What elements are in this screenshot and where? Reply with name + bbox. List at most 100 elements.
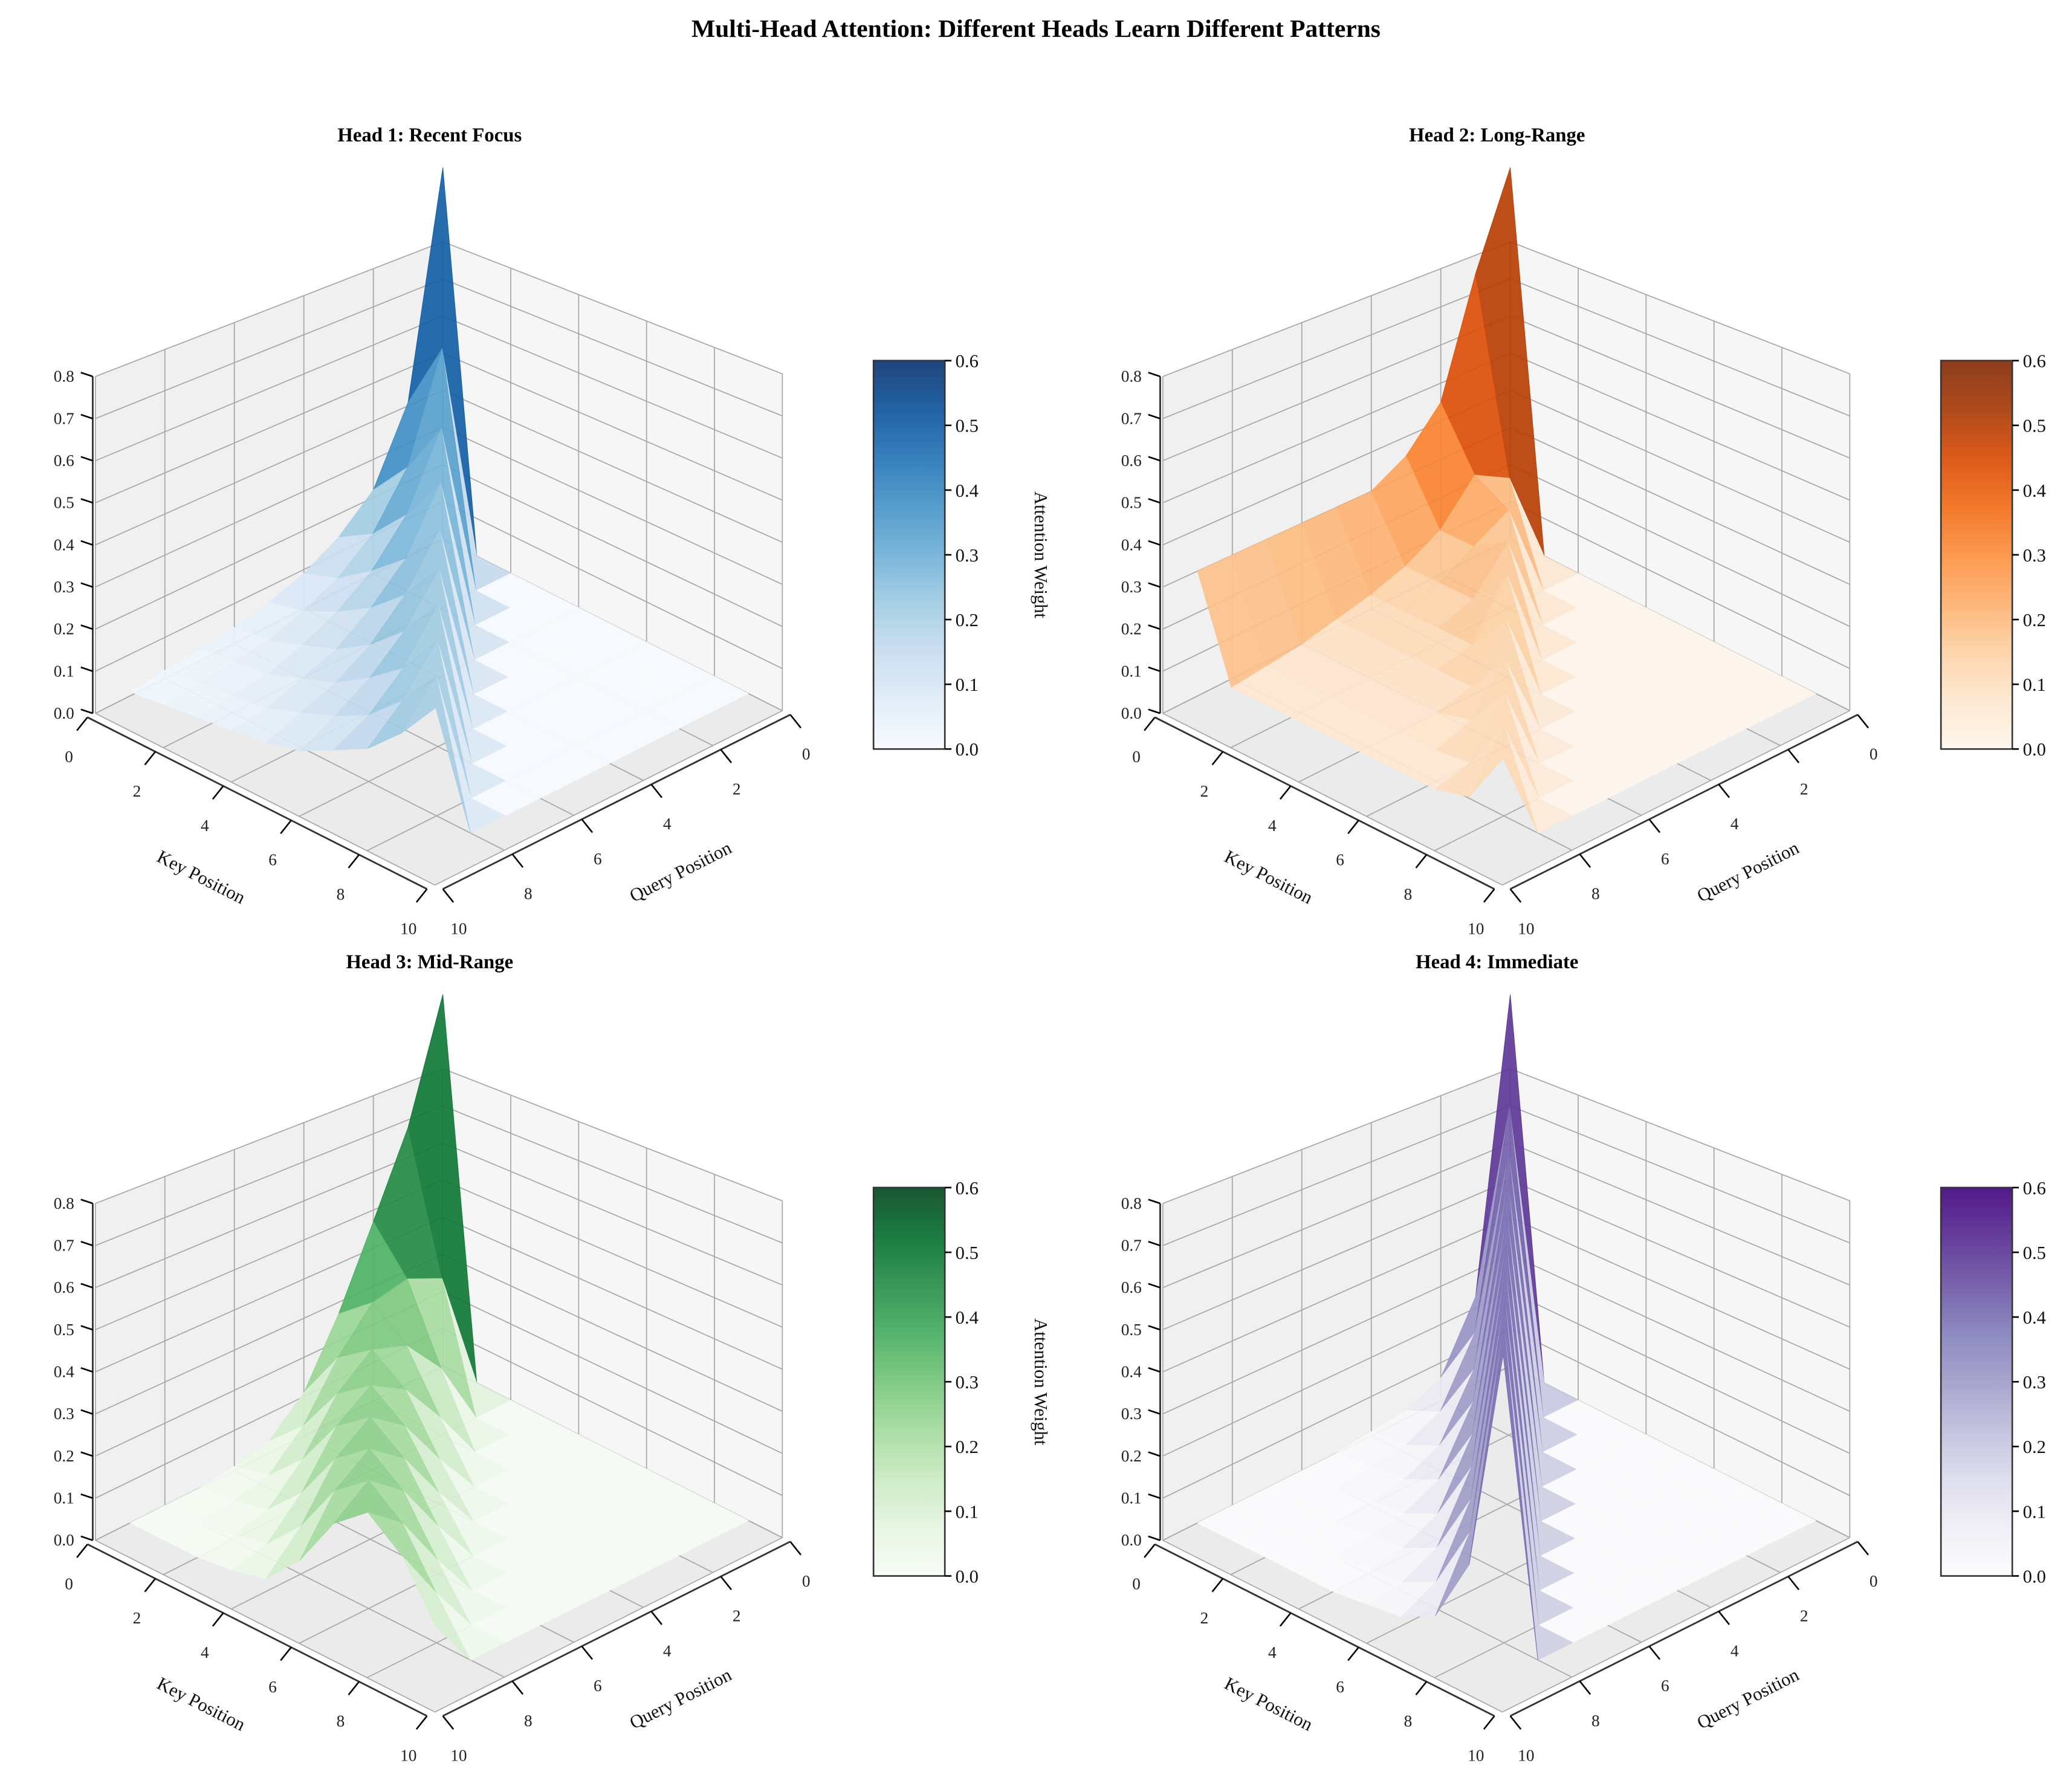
gridline <box>1510 1179 1850 1328</box>
key-tick-label: 2 <box>1200 782 1209 800</box>
key-tick-label: 8 <box>337 1712 345 1730</box>
key-tick-label: 8 <box>337 885 345 903</box>
key-tick-label: 6 <box>1336 1678 1344 1696</box>
query-tick-label: 10 <box>1518 919 1534 937</box>
query-tick-label: 8 <box>524 1712 533 1730</box>
query-tick <box>720 749 733 763</box>
key-tick-label: 8 <box>1404 1712 1413 1730</box>
key-tick <box>1483 888 1495 903</box>
key-axis-line <box>1154 716 1495 890</box>
key-axis-line <box>87 716 428 890</box>
query-tick <box>650 1611 663 1625</box>
colorbar-tick-label: 0.1 <box>2023 675 2046 695</box>
z-tick <box>1148 540 1161 546</box>
query-tick-label: 6 <box>594 850 602 868</box>
key-tick-label: 4 <box>201 1643 209 1661</box>
surface-patch <box>401 1555 471 1660</box>
gridline <box>442 501 783 669</box>
z-tick-label: 0.4 <box>1121 1363 1142 1381</box>
surface <box>1197 167 1817 833</box>
z-tick <box>1148 372 1161 378</box>
key-tick-label: 0 <box>1132 1574 1141 1593</box>
query-axis-line <box>1510 1541 1859 1717</box>
query-tick <box>511 853 524 868</box>
gridline <box>442 390 783 543</box>
query-tick-label: 0 <box>802 745 811 763</box>
z-tick <box>80 1240 93 1247</box>
key-tick-label: 10 <box>400 919 416 937</box>
colorbar-tick-label: 0.3 <box>2023 545 2046 566</box>
z-tick <box>80 456 93 462</box>
gridline <box>1162 241 1510 377</box>
pane-back-right <box>1510 241 1850 711</box>
query-tick <box>1648 1645 1661 1660</box>
z-tick <box>1148 1325 1161 1331</box>
gridline <box>1510 278 1850 417</box>
query-tick-label: 4 <box>1730 1642 1739 1660</box>
key-tick-label: 10 <box>1468 919 1484 937</box>
key-tick <box>1144 1544 1156 1558</box>
z-tick-label: 0.0 <box>1121 1531 1142 1549</box>
z-tick-label: 0.2 <box>54 1447 74 1465</box>
z-tick <box>80 666 93 672</box>
z-tick-label: 0.8 <box>1121 1194 1142 1212</box>
query-axis-line <box>442 714 791 890</box>
pane-back-right <box>442 241 783 711</box>
gridline <box>442 315 783 459</box>
key-tick <box>280 820 292 834</box>
gridline <box>1510 1142 1850 1286</box>
gridline <box>1162 1217 1511 1373</box>
panel-head-2: Head 2: Long-Range 0 2 4 6 8 10 0 2 4 6 8 10 0.0 0.1 0.… <box>1121 125 2046 937</box>
z-tick-label: 0.0 <box>1121 704 1142 722</box>
z-tick-label: 0.7 <box>54 1237 74 1255</box>
query-tick-label: 6 <box>594 1677 602 1695</box>
gridline <box>95 278 443 419</box>
z-tick-label: 0.4 <box>1121 535 1142 554</box>
subplot-title: Head 1: Recent Focus <box>337 125 522 146</box>
z-tick <box>80 1283 93 1289</box>
gridline <box>442 241 783 375</box>
key-tick <box>76 1544 88 1558</box>
z-tick-label: 0.1 <box>1121 1489 1142 1507</box>
surface <box>129 994 749 1661</box>
gridline <box>95 1142 443 1289</box>
gridline <box>95 352 443 503</box>
gridline <box>1510 1328 1850 1496</box>
z-tick <box>80 1409 93 1415</box>
gridline <box>1502 710 1850 886</box>
key-tick-label: 6 <box>268 1678 277 1696</box>
key-tick <box>1415 1681 1428 1696</box>
query-tick-label: 4 <box>1730 815 1739 833</box>
gridline <box>1510 352 1850 501</box>
query-tick <box>442 888 455 903</box>
gridline <box>442 1142 783 1286</box>
colorbar-tick-label: 0.0 <box>2023 739 2046 760</box>
query-tick-label: 8 <box>524 885 533 903</box>
key-tick <box>1279 785 1292 800</box>
panel-head-4: Head 4: Immediate 0 2 4 6 8 10 0 2 4 6 8 10 0.0 0.1 0.2… <box>1121 951 2046 1764</box>
key-tick-label: 6 <box>268 851 277 869</box>
subplot-title: Head 4: Immediate <box>1416 951 1578 973</box>
query-tick-label: 8 <box>1591 885 1600 903</box>
gridline <box>442 464 783 627</box>
z-tick <box>80 413 93 419</box>
query-tick <box>581 818 594 833</box>
key-tick-label: 0 <box>65 1574 73 1593</box>
key-tick-label: 2 <box>133 782 141 800</box>
query-tick-label: 2 <box>1800 780 1808 798</box>
colorbar-tick-label: 0.3 <box>956 545 979 566</box>
query-tick-label: 10 <box>450 1746 467 1764</box>
pane-back-left <box>95 241 443 714</box>
key-axis-line <box>1154 1543 1495 1717</box>
colorbar-tick-label: 0.1 <box>956 1501 979 1522</box>
pane-back-left <box>95 1069 443 1541</box>
z-tick-label: 0.1 <box>54 662 74 680</box>
gridline <box>1162 278 1510 419</box>
gridline <box>1510 501 1850 669</box>
query-tick-label: 4 <box>663 1642 672 1660</box>
colorbar-tick-label: 0.5 <box>956 1243 979 1263</box>
colorbar-tick-label: 0.0 <box>956 739 979 760</box>
query-tick <box>789 1541 801 1556</box>
colorbar-tick-label: 0.5 <box>956 416 979 436</box>
key-tick <box>280 1646 292 1661</box>
